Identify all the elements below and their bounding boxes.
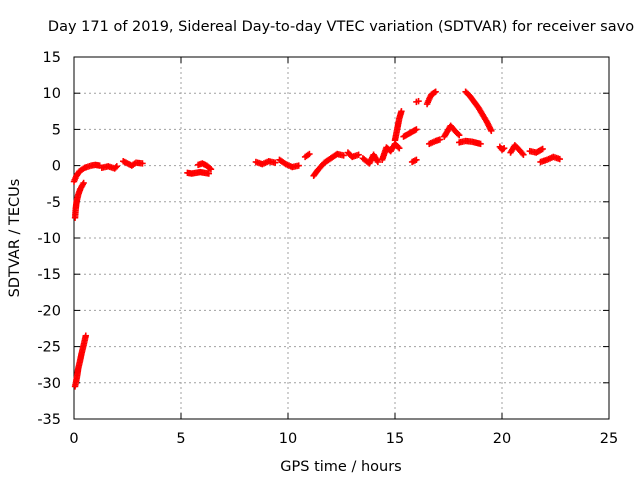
data-point: [432, 88, 439, 95]
grid-lines: [74, 57, 609, 419]
data-point: [477, 140, 484, 148]
data-point: [306, 150, 313, 158]
data-point: [454, 130, 462, 138]
y-tick-label: -15: [37, 267, 61, 283]
data-point: [80, 179, 87, 187]
y-tick-labels: -35 -30 -25 -20 -15 -10 -5 0 5 10 15: [37, 50, 61, 428]
data-point: [207, 166, 215, 173]
data-point: [436, 136, 444, 143]
data-point: [456, 131, 463, 139]
y-tick-label: -5: [47, 195, 61, 211]
y-tick-label: 15: [43, 50, 61, 66]
x-tick-labels: 0 5 10 15 20 25: [69, 431, 618, 447]
y-tick-label: -20: [37, 303, 61, 319]
data-point: [520, 151, 527, 158]
data-point: [500, 145, 508, 152]
data-point: [556, 155, 563, 163]
data-point: [206, 165, 214, 172]
data-point: [271, 159, 279, 166]
y-tick-label: -25: [37, 340, 61, 356]
y-tick-label: 5: [52, 122, 61, 138]
y-tick-label: 0: [52, 159, 61, 175]
data-point: [539, 145, 546, 153]
data-point: [519, 150, 526, 157]
data-point: [295, 162, 302, 169]
data-point: [355, 151, 362, 158]
data-point: [374, 158, 382, 166]
x-tick-label: 15: [386, 431, 404, 447]
y-tick-label: 10: [43, 86, 61, 102]
data-point: [413, 156, 420, 164]
data-point: [340, 152, 347, 159]
data-point: [205, 170, 213, 177]
x-axis-label: GPS time / hours: [280, 459, 401, 475]
data-point: [488, 127, 495, 135]
y-axis-label: SDTVAR / TECUs: [7, 179, 23, 298]
data-point: [112, 164, 119, 171]
chart-title: Day 171 of 2019, Sidereal Day-to-day VTE…: [48, 19, 634, 35]
data-point: [395, 143, 402, 151]
x-tick-label: 5: [176, 431, 185, 447]
y-tick-label: -10: [37, 231, 61, 247]
x-tick-label: 25: [600, 431, 618, 447]
data-point: [396, 145, 403, 152]
x-tick-label: 0: [69, 431, 78, 447]
y-tick-label: -30: [37, 376, 61, 392]
data-point: [415, 97, 422, 105]
y-tick-label: -35: [37, 412, 61, 428]
x-tick-label: 10: [279, 431, 297, 447]
data-point: [413, 126, 420, 133]
x-tick-label: 20: [493, 431, 511, 447]
data-points: [70, 88, 563, 390]
data-point: [82, 332, 89, 339]
data-point: [113, 163, 120, 170]
data-point: [139, 160, 146, 167]
data-point: [398, 108, 405, 115]
